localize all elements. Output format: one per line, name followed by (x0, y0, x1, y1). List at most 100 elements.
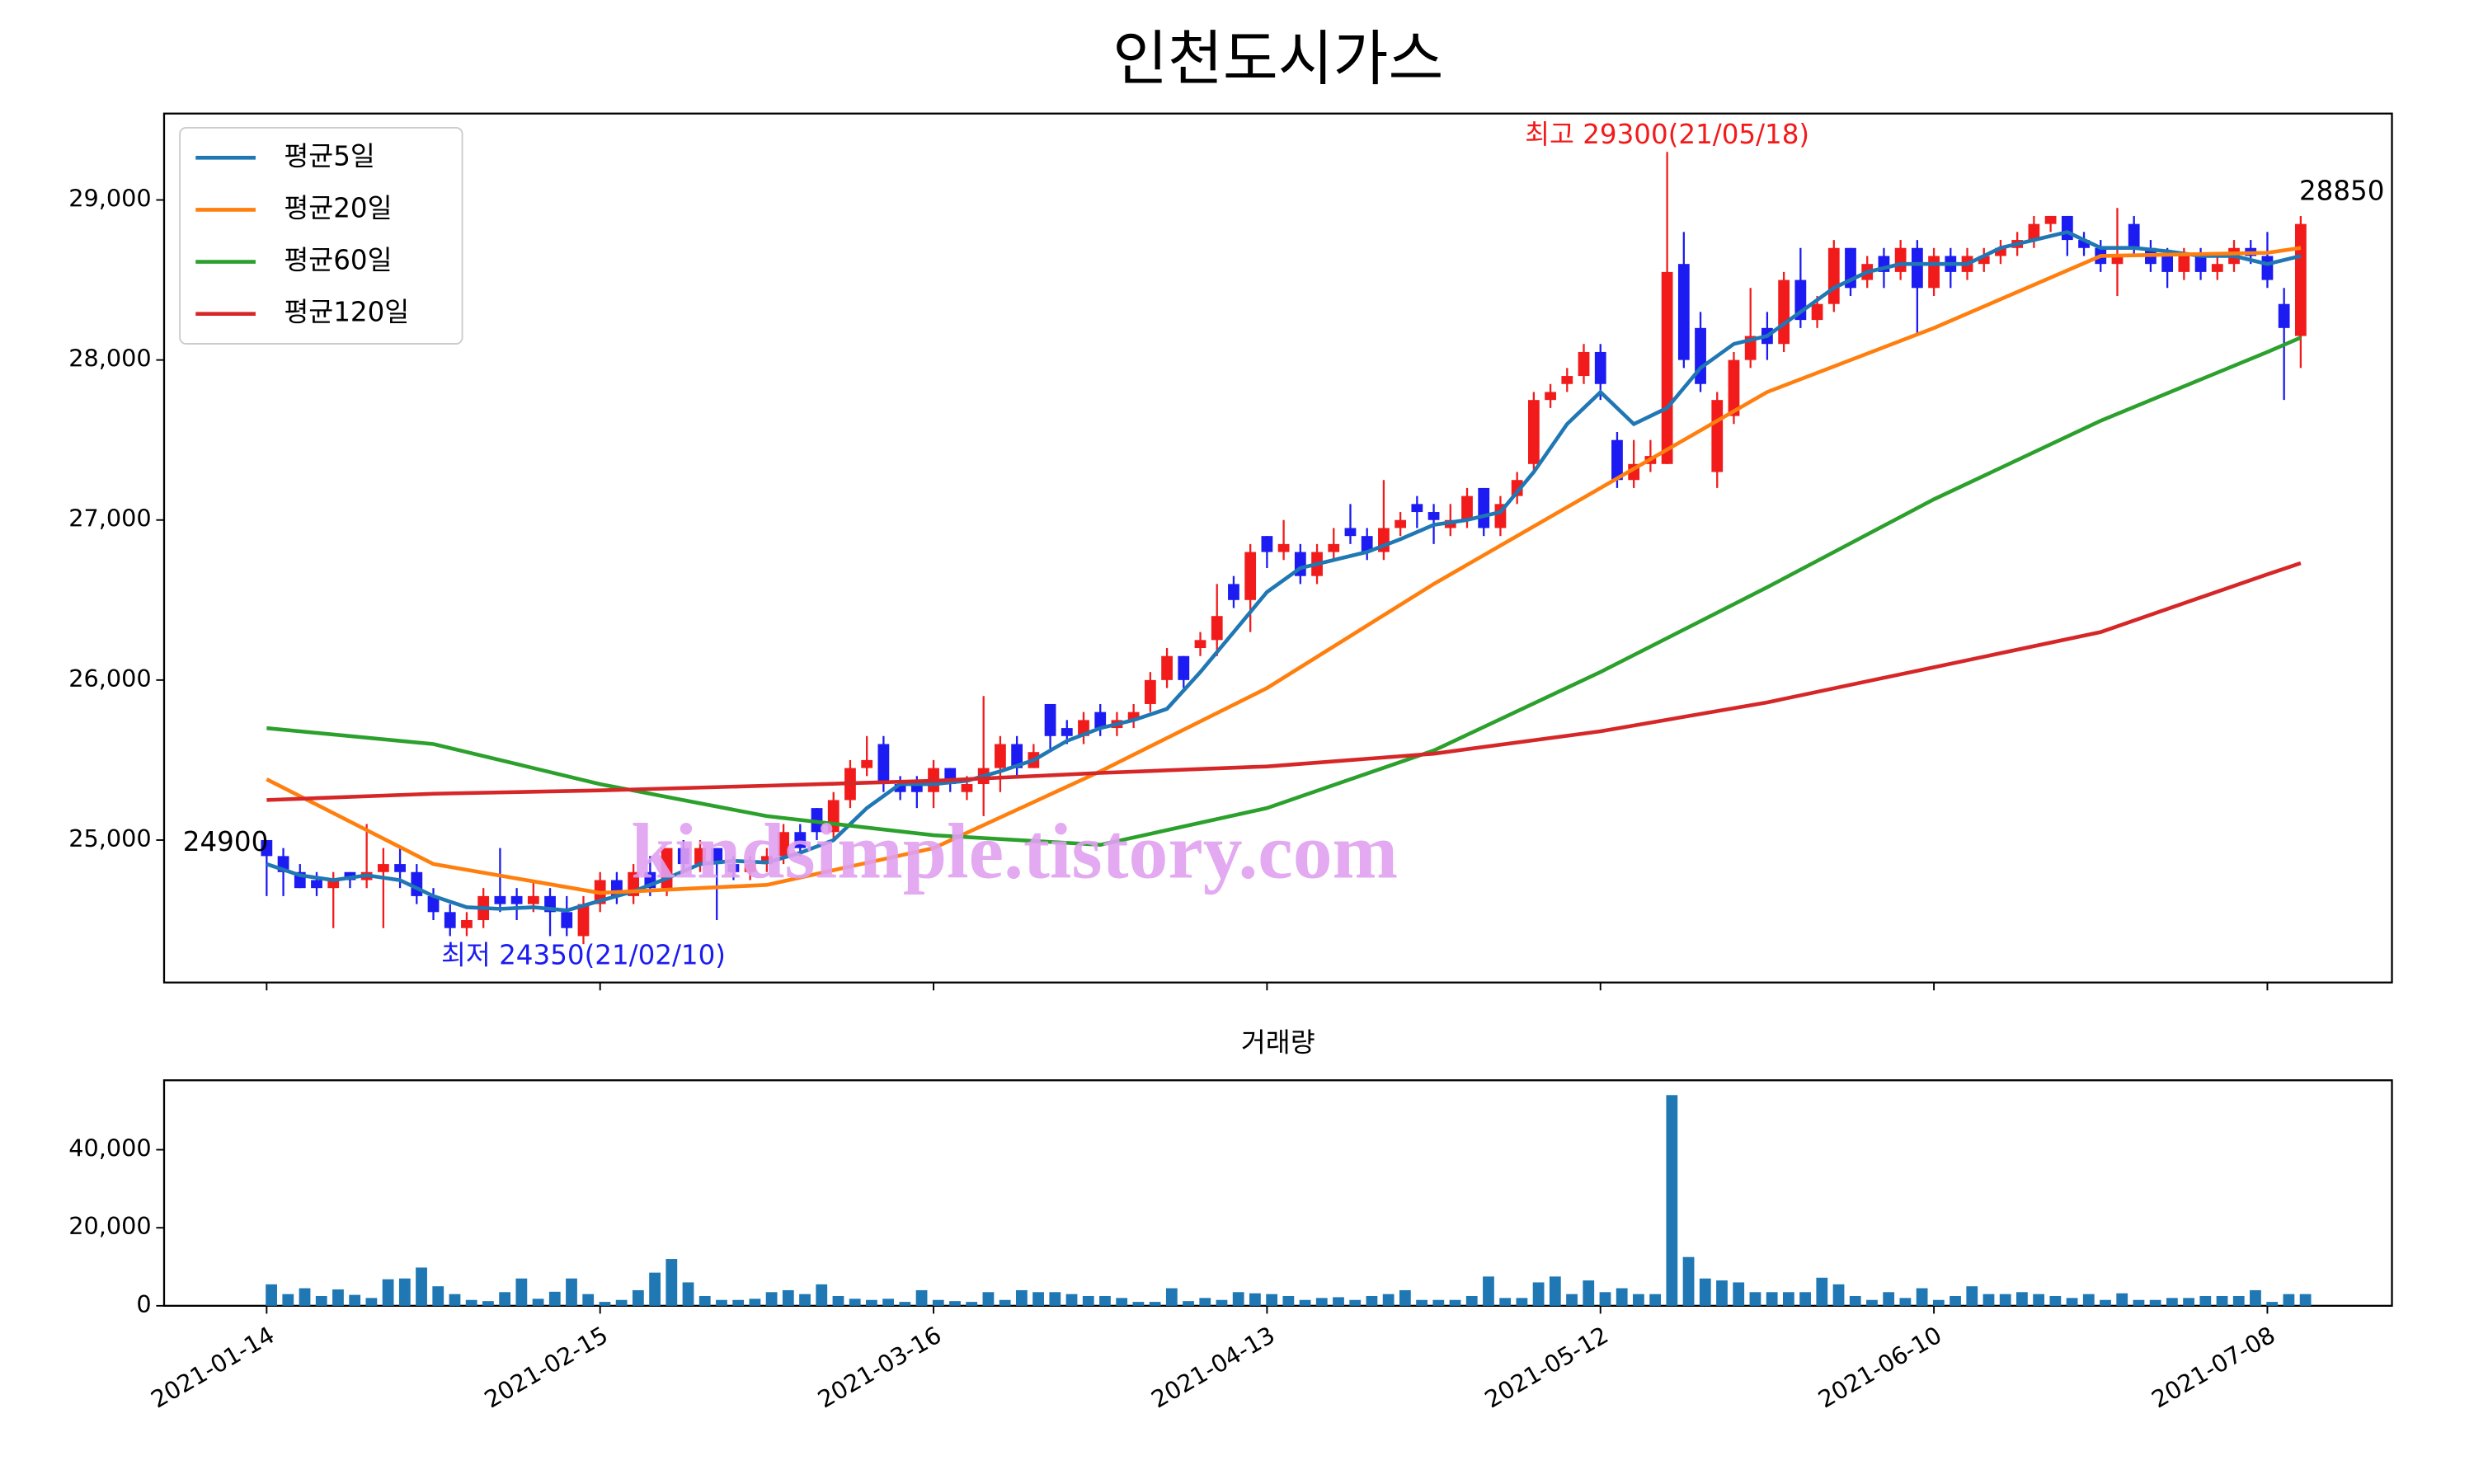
candle-body (311, 880, 322, 889)
volume-bar (515, 1278, 528, 1306)
volume-bar (1866, 1299, 1878, 1306)
volume-bar (1633, 1294, 1644, 1306)
candle-body (1661, 271, 1673, 464)
volume-bar (2116, 1293, 2128, 1306)
volume-bar (749, 1298, 761, 1306)
volume-bar (382, 1279, 394, 1306)
volume-bar (1782, 1292, 1794, 1306)
volume-bar (1382, 1294, 1395, 1306)
volume-bar (1049, 1292, 1061, 1306)
volume-bar (1232, 1292, 1244, 1306)
candle-body (2278, 303, 2290, 328)
volume-bar (1883, 1292, 1895, 1306)
volume-bar (816, 1284, 828, 1306)
volume-bar (432, 1286, 444, 1306)
candle-body (1161, 655, 1173, 680)
candle-body (1461, 495, 1473, 520)
candle-body (1711, 400, 1724, 472)
volume-bar (2082, 1294, 2095, 1306)
candle-body (1061, 728, 1073, 736)
candle-body (1511, 480, 1523, 496)
volume-bar (1216, 1299, 1228, 1306)
candle-body (1328, 543, 1340, 552)
volume-bar (882, 1298, 895, 1306)
volume-bar (2299, 1294, 2312, 1306)
volume-bar (1616, 1288, 1628, 1306)
candle-body (2211, 264, 2223, 272)
candle-body (1228, 584, 1239, 600)
volume-bar (2250, 1289, 2261, 1306)
moving-average-line (266, 561, 2302, 802)
candle-body (995, 744, 1006, 768)
y-tick-label: 27,000 (68, 505, 151, 533)
volume-bar (2066, 1298, 2078, 1306)
volume-bar (1249, 1293, 1261, 1306)
volume-bar (1483, 1276, 1494, 1306)
candle-body (694, 848, 706, 865)
volume-bar (1315, 1298, 1328, 1306)
candle-body (2061, 215, 2073, 241)
volume-bar (632, 1289, 644, 1306)
volume-bar (1666, 1095, 1678, 1306)
volume-bar (1799, 1292, 1811, 1306)
volume-bar (1516, 1298, 1528, 1306)
candle-body (1728, 359, 1740, 416)
legend-label: 평균60일 (284, 245, 392, 276)
volume-bar (416, 1267, 427, 1306)
candle-body (961, 784, 973, 792)
legend-label: 평균120일 (284, 297, 409, 328)
volume-bar (649, 1272, 661, 1306)
volume-bar (1032, 1292, 1044, 1306)
candle-body (1344, 528, 1357, 537)
y-tick-label: 40,000 (68, 1134, 151, 1162)
candle-body (2261, 256, 2274, 280)
volume-bar (566, 1278, 577, 1306)
candle-body (1178, 655, 1190, 680)
volume-bar (1899, 1298, 1912, 1306)
watermark: kindsimple.tistory.com (631, 807, 1398, 895)
candle-body (744, 864, 756, 872)
candle-body (2028, 223, 2040, 241)
max-annotation: 최고 29300(21/05/18) (1525, 119, 1809, 150)
candle-body (561, 912, 573, 928)
volume-bar (1999, 1294, 2011, 1306)
volume-bar (1015, 1289, 1028, 1306)
volume-bar (1349, 1299, 1362, 1306)
volume-bar (1082, 1296, 1094, 1306)
volume-bar (532, 1298, 544, 1306)
candle-body (1244, 552, 1257, 600)
chart-title: 인천도시가스 (1112, 26, 1443, 95)
candle-body (1578, 351, 1590, 377)
candle-body (1261, 536, 1273, 552)
candle-body (1611, 439, 1623, 481)
candle-body (677, 848, 689, 865)
candle-body (1127, 711, 1140, 721)
candle-body (1411, 504, 1423, 513)
volume-bar (548, 1291, 561, 1306)
legend-label: 평균20일 (284, 192, 392, 223)
volume-bar (1299, 1299, 1311, 1306)
volume-bar (1282, 1296, 1295, 1306)
first-close-label: 24900 (183, 826, 268, 857)
candle-body (2194, 256, 2207, 272)
candle-body (1427, 512, 1440, 520)
volume-bar (1566, 1294, 1578, 1306)
volume-bar (2100, 1299, 2111, 1306)
volume-bar (1116, 1298, 1128, 1306)
volume-bar (1583, 1280, 1595, 1306)
candle-body (377, 864, 389, 872)
volume-bar (299, 1288, 311, 1306)
price-axes-frame (162, 112, 2393, 984)
candle-body (727, 864, 740, 872)
candle-body (1361, 536, 1373, 552)
legend-box (179, 126, 463, 345)
candle-body (494, 895, 506, 904)
volume-bar (866, 1299, 877, 1306)
volume-bar (599, 1302, 611, 1306)
moving-average-line (266, 229, 2302, 913)
candle-body (1211, 616, 1223, 641)
candle-body (2294, 223, 2307, 336)
volume-bar (315, 1296, 327, 1306)
